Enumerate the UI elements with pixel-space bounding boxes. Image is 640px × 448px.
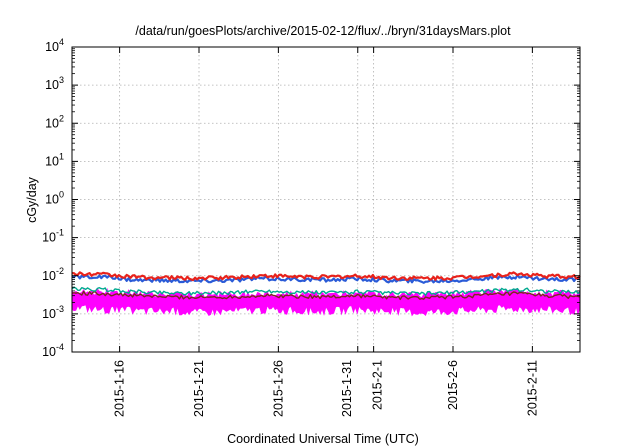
x-tick-label: 2015-1-21: [192, 360, 206, 417]
y-tick-label: 10-1: [42, 228, 64, 245]
y-tick-label: 10-2: [42, 266, 64, 283]
x-tick-label: 2015-1-26: [271, 360, 285, 417]
y-tick-label: 104: [45, 37, 64, 54]
y-tick-base: 10: [45, 40, 59, 54]
y-tick-exponent: -2: [56, 266, 64, 276]
series-line: [71, 286, 581, 296]
x-axis-label: Coordinated Universal Time (UTC): [227, 432, 419, 446]
series-line: [71, 290, 581, 301]
y-tick-label: 100: [45, 190, 64, 207]
y-tick-base: 10: [42, 307, 56, 321]
series-layer: [71, 271, 581, 317]
y-tick-label: 101: [45, 151, 64, 168]
y-tick-exponent: 4: [59, 37, 64, 47]
x-tick-label: 2015-2-1: [371, 360, 385, 410]
y-tick-base: 10: [45, 154, 59, 168]
x-tick-label: 2015-2-11: [525, 360, 539, 416]
y-tick-label: 10-4: [42, 342, 64, 359]
y-tick-base: 10: [45, 193, 59, 207]
x-tick-label: 2015-2-6: [446, 360, 460, 410]
y-tick-exponent: 2: [59, 113, 64, 123]
y-axis-label: cGy/day: [25, 176, 39, 223]
axis-layer: 10410310210110010-110-210-310-42015-1-16…: [42, 37, 580, 417]
y-tick-label: 102: [45, 113, 64, 130]
y-tick-base: 10: [45, 116, 59, 130]
y-tick-base: 10: [42, 269, 56, 283]
x-tick-label: 2015-1-31: [340, 360, 354, 417]
y-tick-exponent: -4: [56, 342, 64, 352]
series-line: [71, 271, 581, 282]
y-tick-exponent: 3: [59, 75, 64, 85]
y-tick-label: 10-3: [42, 304, 64, 321]
y-tick-exponent: -3: [56, 304, 64, 314]
y-tick-exponent: -1: [56, 228, 64, 238]
y-tick-label: 103: [45, 75, 64, 92]
y-tick-exponent: 1: [59, 151, 64, 161]
y-tick-base: 10: [42, 345, 56, 359]
x-tick-label: 2015-1-16: [113, 360, 127, 417]
y-tick-base: 10: [45, 78, 59, 92]
y-tick-exponent: 0: [59, 190, 64, 200]
chart-title: /data/run/goesPlots/archive/2015-02-12/f…: [135, 24, 511, 38]
y-tick-base: 10: [42, 231, 56, 245]
grid-layer: [72, 46, 580, 353]
